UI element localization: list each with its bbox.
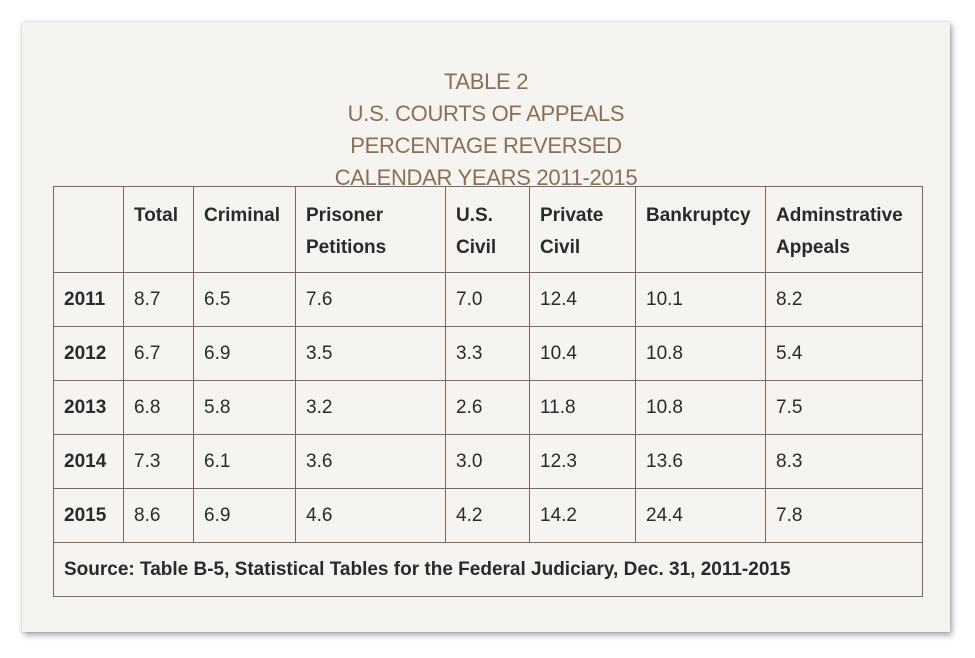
value-cell: 24.4: [635, 488, 766, 543]
value-cell: 8.2: [765, 272, 923, 327]
value-cell: 3.5: [295, 326, 446, 381]
value-cell: 13.6: [635, 434, 766, 489]
header-cell-total: Total: [123, 186, 194, 273]
value-cell: 8.7: [123, 272, 194, 327]
value-cell: 14.2: [529, 488, 636, 543]
reversal-table: Total Criminal Prisoner Petitions U.S. C…: [53, 186, 923, 597]
header-cell-private-civil: Private Civil: [529, 186, 636, 273]
header-cell-administrative-appeals: Adminstrative Appeals: [765, 186, 923, 273]
year-cell: 2014: [53, 434, 124, 489]
value-cell: 7.6: [295, 272, 446, 327]
value-cell: 7.8: [765, 488, 923, 543]
source-note: Source: Table B-5, Statistical Tables fo…: [53, 542, 923, 597]
value-cell: 6.9: [193, 326, 296, 381]
title-line-1: TABLE 2: [443, 69, 529, 94]
table-row: 2013 6.8 5.8 3.2 2.6 11.8 10.8 7.5: [53, 380, 923, 435]
value-cell: 3.6: [295, 434, 446, 489]
value-cell: 3.3: [445, 326, 530, 381]
value-cell: 10.4: [529, 326, 636, 381]
title-line-3: PERCENTAGE REVERSED: [350, 133, 622, 158]
year-cell: 2012: [53, 326, 124, 381]
title-line-4: CALENDAR YEARS 2011-2015: [334, 165, 638, 190]
value-cell: 4.2: [445, 488, 530, 543]
value-cell: 11.8: [529, 380, 636, 435]
table-row: 2012 6.7 6.9 3.5 3.3 10.4 10.8 5.4: [53, 326, 923, 381]
value-cell: 6.5: [193, 272, 296, 327]
value-cell: 6.8: [123, 380, 194, 435]
value-cell: 7.5: [765, 380, 923, 435]
header-row: Total Criminal Prisoner Petitions U.S. C…: [53, 186, 923, 273]
value-cell: 6.9: [193, 488, 296, 543]
value-cell: 5.8: [193, 380, 296, 435]
table-row: 2011 8.7 6.5 7.6 7.0 12.4 10.1 8.2: [53, 272, 923, 327]
header-cell-us-civil: U.S. Civil: [445, 186, 530, 273]
title-line-2: U.S. COURTS OF APPEALS: [347, 101, 625, 126]
source-row: Source: Table B-5, Statistical Tables fo…: [53, 542, 923, 597]
value-cell: 5.4: [765, 326, 923, 381]
value-cell: 10.8: [635, 326, 766, 381]
header-cell-blank: [53, 186, 124, 273]
value-cell: 7.3: [123, 434, 194, 489]
value-cell: 6.1: [193, 434, 296, 489]
table-row: 2014 7.3 6.1 3.6 3.0 12.3 13.6 8.3: [53, 434, 923, 489]
value-cell: 10.8: [635, 380, 766, 435]
value-cell: 3.2: [295, 380, 446, 435]
value-cell: 12.3: [529, 434, 636, 489]
value-cell: 12.4: [529, 272, 636, 327]
table-row: 2015 8.6 6.9 4.6 4.2 14.2 24.4 7.8: [53, 488, 923, 543]
header-cell-bankruptcy: Bankruptcy: [635, 186, 766, 273]
value-cell: 2.6: [445, 380, 530, 435]
value-cell: 10.1: [635, 272, 766, 327]
year-cell: 2013: [53, 380, 124, 435]
year-cell: 2011: [53, 272, 124, 327]
value-cell: 8.3: [765, 434, 923, 489]
value-cell: 7.0: [445, 272, 530, 327]
value-cell: 4.6: [295, 488, 446, 543]
table-card: TABLE 2 U.S. COURTS OF APPEALS PERCENTAG…: [22, 22, 950, 632]
value-cell: 3.0: [445, 434, 530, 489]
table-title: TABLE 2 U.S. COURTS OF APPEALS PERCENTAG…: [22, 66, 950, 194]
value-cell: 6.7: [123, 326, 194, 381]
year-cell: 2015: [53, 488, 124, 543]
header-cell-criminal: Criminal: [193, 186, 296, 273]
header-cell-prisoner-petitions: Prisoner Petitions: [295, 186, 446, 273]
value-cell: 8.6: [123, 488, 194, 543]
